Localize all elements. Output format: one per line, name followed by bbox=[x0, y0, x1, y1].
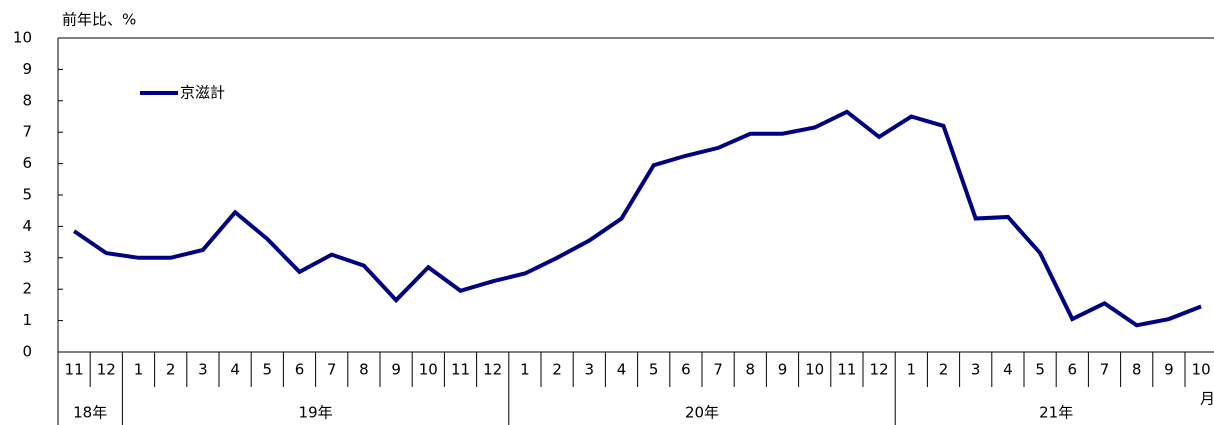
x-tick-label: 3 bbox=[198, 361, 208, 379]
y-tick-label: 6 bbox=[22, 154, 32, 172]
x-tick-label: 8 bbox=[746, 361, 756, 379]
x-tick-label: 11 bbox=[451, 361, 470, 379]
x-tick-label: 1 bbox=[134, 361, 144, 379]
y-tick-label: 7 bbox=[22, 123, 32, 141]
x-tick-label: 4 bbox=[230, 361, 240, 379]
y-tick-label: 2 bbox=[22, 280, 32, 298]
x-tick-label: 11 bbox=[837, 361, 856, 379]
x-tick-label: 10 bbox=[805, 361, 824, 379]
x-tick-label: 5 bbox=[1035, 361, 1045, 379]
x-tick-label: 8 bbox=[359, 361, 369, 379]
x-tick-label: 6 bbox=[295, 361, 305, 379]
y-tick-label: 9 bbox=[22, 60, 32, 78]
x-tick-label: 7 bbox=[713, 361, 723, 379]
x-tick-label: 6 bbox=[681, 361, 691, 379]
x-unit-label: 月 bbox=[1200, 390, 1214, 408]
x-tick-label: 10 bbox=[419, 361, 438, 379]
x-tick-label: 1 bbox=[520, 361, 530, 379]
y-tick-label: 10 bbox=[13, 29, 32, 47]
y-tick-label: 1 bbox=[22, 311, 32, 329]
group-label: 18年 bbox=[73, 404, 107, 422]
x-tick-label: 3 bbox=[585, 361, 595, 379]
x-tick-label: 1 bbox=[907, 361, 917, 379]
series-line bbox=[72, 109, 1202, 328]
y-tick-label: 4 bbox=[22, 217, 32, 235]
x-tick-label: 4 bbox=[617, 361, 627, 379]
x-tick-label: 3 bbox=[971, 361, 981, 379]
x-tick-label: 6 bbox=[1068, 361, 1078, 379]
legend-label: 京滋計 bbox=[180, 84, 225, 102]
x-tick-label: 9 bbox=[1164, 361, 1174, 379]
x-tick-label: 9 bbox=[391, 361, 401, 379]
x-tick-label: 12 bbox=[97, 361, 116, 379]
x-tick-label: 7 bbox=[327, 361, 337, 379]
x-tick-label: 5 bbox=[263, 361, 273, 379]
x-tick-label: 10 bbox=[1192, 361, 1211, 379]
y-tick-label: 5 bbox=[22, 186, 32, 204]
group-label: 19年 bbox=[299, 404, 333, 422]
x-tick-label: 4 bbox=[1003, 361, 1013, 379]
y-tick-label: 8 bbox=[22, 91, 32, 109]
x-tick-label: 12 bbox=[483, 361, 502, 379]
y-tick-label: 0 bbox=[22, 343, 32, 361]
y-axis-label: 前年比、% bbox=[62, 11, 136, 29]
group-label: 21年 bbox=[1039, 404, 1073, 422]
x-tick-label: 2 bbox=[939, 361, 949, 379]
x-tick-label: 5 bbox=[649, 361, 659, 379]
x-tick-label: 2 bbox=[552, 361, 562, 379]
x-tick-label: 2 bbox=[166, 361, 176, 379]
x-tick-label: 8 bbox=[1132, 361, 1142, 379]
x-tick-label: 12 bbox=[870, 361, 889, 379]
x-tick-label: 9 bbox=[778, 361, 788, 379]
x-tick-label: 7 bbox=[1100, 361, 1110, 379]
group-label: 20年 bbox=[685, 404, 719, 422]
y-tick-label: 3 bbox=[22, 248, 32, 266]
x-tick-label: 11 bbox=[65, 361, 84, 379]
